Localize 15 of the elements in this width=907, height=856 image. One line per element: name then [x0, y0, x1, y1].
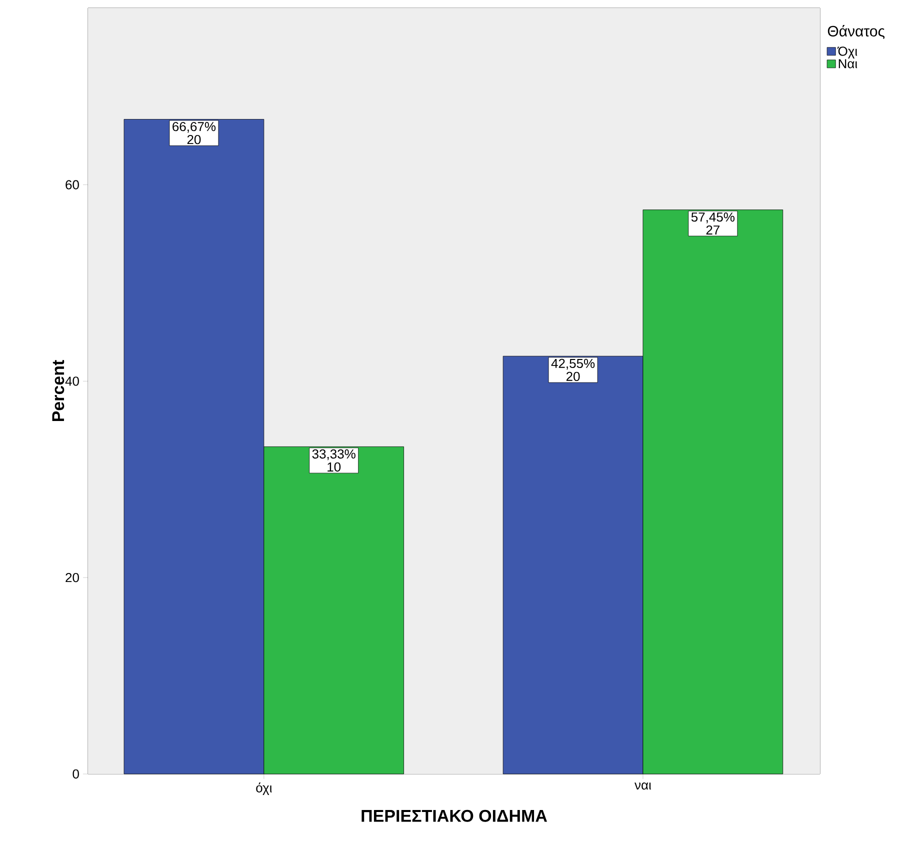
y-tick-label: 60	[66, 180, 79, 190]
legend-title: Θάνατος	[828, 25, 885, 39]
y-tick-label: 40	[65, 376, 79, 386]
y-tick-label: 0	[72, 769, 79, 779]
data-label: 57,45% 27	[691, 212, 734, 235]
y-axis-title: Percent	[52, 360, 64, 422]
data-label: 33,33% 10	[312, 449, 356, 472]
x-tick-label: όχι	[256, 782, 272, 796]
data-label: 66,67% 20	[172, 122, 216, 144]
x-tick-label: ναι	[634, 782, 652, 790]
legend-label: Ναι	[838, 59, 858, 68]
y-tick-label: 20	[66, 572, 79, 582]
data-label: 42,55% 20	[551, 358, 595, 382]
x-axis-title: ΠΕΡΙΕΣΤΙΑΚΟ ΟΙΔΗΜΑ	[362, 810, 548, 822]
legend-label: Όχι	[837, 46, 858, 58]
